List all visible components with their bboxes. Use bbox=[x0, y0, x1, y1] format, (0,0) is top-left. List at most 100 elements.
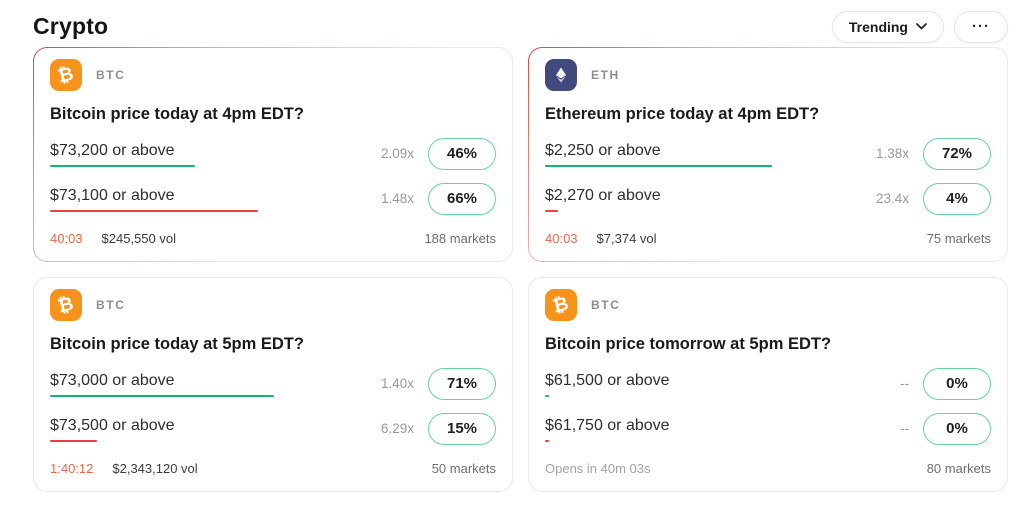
market-card-border: ₿ BTC Bitcoin price tomorrow at 5pm EDT?… bbox=[528, 277, 1008, 492]
option-label-block: $73,000 or above bbox=[50, 371, 376, 397]
option-label: $73,500 or above bbox=[50, 416, 175, 434]
market-card-eth-4pm[interactable]: ETH Ethereum price today at 4pm EDT? $2,… bbox=[529, 48, 1007, 261]
trending-dropdown-label: Trending bbox=[848, 18, 908, 35]
market-card-btc-5pm[interactable]: ₿ BTC Bitcoin price today at 5pm EDT? $7… bbox=[34, 278, 512, 491]
payout-multiplier: 1.40x bbox=[380, 376, 414, 391]
option-label-block: $61,750 or above bbox=[545, 416, 871, 442]
markets-count: 50 markets bbox=[431, 461, 496, 476]
option-row[interactable]: $61,750 or above -- 0% bbox=[545, 406, 991, 451]
payout-multiplier: 1.48x bbox=[380, 191, 414, 206]
market-card-border: ₿ BTC Bitcoin price today at 4pm EDT? $7… bbox=[33, 47, 513, 262]
btc-icon: ₿ bbox=[50, 289, 82, 321]
countdown-timer: 1:40:12 bbox=[50, 461, 94, 476]
card-footer: 40:03 $245,550 vol 188 markets bbox=[50, 231, 496, 247]
option-label-block: $2,250 or above bbox=[545, 141, 871, 167]
market-title: Bitcoin price tomorrow at 5pm EDT? bbox=[545, 335, 832, 353]
option-label: $73,100 or above bbox=[50, 186, 175, 204]
opens-in-label: Opens in 40m 03s bbox=[545, 461, 651, 476]
payout-multiplier: 6.29x bbox=[380, 421, 414, 436]
card-footer: Opens in 40m 03s 80 markets bbox=[545, 461, 991, 477]
option-row[interactable]: $2,250 or above 1.38x 72% bbox=[545, 131, 991, 176]
btc-icon: ₿ bbox=[545, 289, 577, 321]
payout-multiplier: 1.38x bbox=[875, 146, 909, 161]
payout-multiplier: -- bbox=[900, 421, 909, 436]
markets-count: 80 markets bbox=[926, 461, 991, 476]
markets-count: 188 markets bbox=[424, 231, 496, 246]
option-row[interactable]: $73,200 or above 2.09x 46% bbox=[50, 131, 496, 176]
option-row[interactable]: $73,100 or above 1.48x 66% bbox=[50, 176, 496, 221]
ticker-label: BTC bbox=[591, 298, 621, 312]
probability-bar bbox=[50, 164, 195, 167]
percent-pill-button[interactable]: 72% bbox=[923, 137, 991, 170]
option-label-block: $73,200 or above bbox=[50, 141, 376, 167]
crypto-page: Crypto Trending ··· ₿ BTC Bitcoin price … bbox=[33, 0, 1008, 492]
option-label-block: $73,100 or above bbox=[50, 186, 376, 212]
market-card-btc-tomorrow-5pm[interactable]: ₿ BTC Bitcoin price tomorrow at 5pm EDT?… bbox=[529, 278, 1007, 491]
option-label: $73,000 or above bbox=[50, 371, 175, 389]
ellipsis-icon: ··· bbox=[972, 18, 990, 35]
option-row[interactable]: $2,270 or above 23.4x 4% bbox=[545, 176, 991, 221]
page-title: Crypto bbox=[33, 13, 109, 39]
market-card-btc-4pm[interactable]: ₿ BTC Bitcoin price today at 4pm EDT? $7… bbox=[34, 48, 512, 261]
payout-multiplier: 23.4x bbox=[875, 191, 909, 206]
market-card-border: ₿ BTC Bitcoin price today at 5pm EDT? $7… bbox=[33, 277, 513, 492]
option-list: $2,250 or above 1.38x 72% $2,270 or abov… bbox=[545, 131, 991, 221]
markets-count: 75 markets bbox=[926, 231, 991, 246]
card-footer: 1:40:12 $2,343,120 vol 50 markets bbox=[50, 461, 496, 477]
probability-bar bbox=[50, 209, 258, 212]
ticker-label: BTC bbox=[96, 68, 126, 82]
option-label: $73,200 or above bbox=[50, 141, 175, 159]
option-label: $2,270 or above bbox=[545, 186, 661, 204]
option-label: $61,750 or above bbox=[545, 416, 670, 434]
option-label: $2,250 or above bbox=[545, 141, 661, 159]
toolbar: Trending ··· bbox=[831, 10, 1008, 43]
percent-pill-button[interactable]: 15% bbox=[428, 412, 496, 445]
market-title: Bitcoin price today at 5pm EDT? bbox=[50, 335, 304, 353]
payout-multiplier: 2.09x bbox=[380, 146, 414, 161]
option-row[interactable]: $73,500 or above 6.29x 15% bbox=[50, 406, 496, 451]
chevron-down-icon bbox=[916, 23, 927, 30]
option-label-block: $2,270 or above bbox=[545, 186, 871, 212]
page-header: Crypto Trending ··· bbox=[33, 0, 1008, 47]
probability-bar bbox=[545, 164, 772, 167]
probability-bar bbox=[545, 209, 558, 212]
probability-bar bbox=[545, 394, 549, 397]
percent-pill-button[interactable]: 4% bbox=[923, 182, 991, 215]
coin-row: ₿ BTC bbox=[50, 287, 496, 323]
percent-pill-button[interactable]: 0% bbox=[923, 412, 991, 445]
market-card-border: ETH Ethereum price today at 4pm EDT? $2,… bbox=[528, 47, 1008, 262]
option-label-block: $61,500 or above bbox=[545, 371, 871, 397]
percent-pill-button[interactable]: 66% bbox=[428, 182, 496, 215]
percent-pill-button[interactable]: 46% bbox=[428, 137, 496, 170]
market-card-grid: ₿ BTC Bitcoin price today at 4pm EDT? $7… bbox=[33, 47, 1008, 492]
coin-row: ₿ BTC bbox=[50, 57, 496, 93]
more-options-button[interactable]: ··· bbox=[954, 10, 1008, 43]
payout-multiplier: -- bbox=[900, 376, 909, 391]
option-label: $61,500 or above bbox=[545, 371, 670, 389]
ticker-label: BTC bbox=[96, 298, 126, 312]
market-title: Ethereum price today at 4pm EDT? bbox=[545, 105, 820, 123]
probability-bar bbox=[50, 439, 98, 442]
ticker-label: ETH bbox=[591, 68, 620, 82]
option-label-block: $73,500 or above bbox=[50, 416, 376, 442]
option-row[interactable]: $73,000 or above 1.40x 71% bbox=[50, 361, 496, 406]
probability-bar bbox=[545, 439, 549, 442]
btc-icon: ₿ bbox=[50, 59, 82, 91]
option-list: $73,200 or above 2.09x 46% $73,100 or ab… bbox=[50, 131, 496, 221]
volume-label: $7,374 vol bbox=[596, 231, 657, 246]
option-row[interactable]: $61,500 or above -- 0% bbox=[545, 361, 991, 406]
option-list: $73,000 or above 1.40x 71% $73,500 or ab… bbox=[50, 361, 496, 451]
eth-icon bbox=[545, 59, 577, 91]
trending-dropdown-button[interactable]: Trending bbox=[831, 10, 944, 43]
coin-row: ETH bbox=[545, 57, 991, 93]
coin-row: ₿ BTC bbox=[545, 287, 991, 323]
countdown-timer: 40:03 bbox=[50, 231, 83, 246]
percent-pill-button[interactable]: 71% bbox=[428, 367, 496, 400]
volume-label: $245,550 vol bbox=[101, 231, 176, 246]
card-footer: 40:03 $7,374 vol 75 markets bbox=[545, 231, 991, 247]
percent-pill-button[interactable]: 0% bbox=[923, 367, 991, 400]
volume-label: $2,343,120 vol bbox=[112, 461, 198, 476]
probability-bar bbox=[50, 394, 274, 397]
countdown-timer: 40:03 bbox=[545, 231, 578, 246]
option-list: $61,500 or above -- 0% $61,750 or above … bbox=[545, 361, 991, 451]
